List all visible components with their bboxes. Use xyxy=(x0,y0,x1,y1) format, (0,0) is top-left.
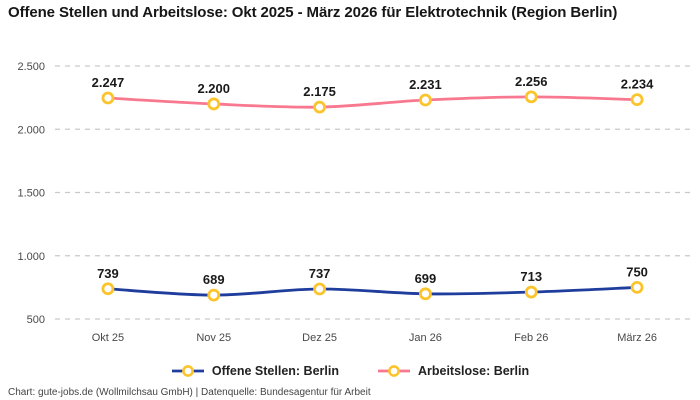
data-point-label: 2.234 xyxy=(621,77,654,92)
data-point-marker xyxy=(630,93,644,107)
legend-label-arbeitslose: Arbeitslose: Berlin xyxy=(417,364,530,378)
chart-title: Offene Stellen und Arbeitslose: Okt 2025… xyxy=(8,4,618,21)
x-axis-tick-label: Dez 25 xyxy=(302,332,337,344)
data-point-marker xyxy=(313,100,326,114)
data-point-label: 2.256 xyxy=(515,74,548,89)
line-chart-canvas: 2.500 2.000 1.500 1.000 500 Okt 25 Nov 25 Dez 2… xyxy=(17,61,690,344)
data-point-label: 2.231 xyxy=(409,77,442,92)
series-line-1 xyxy=(106,95,639,109)
legend-item-offene-stellen: Offene Stellen: Berlin xyxy=(171,364,339,378)
data-point-label: 713 xyxy=(520,269,542,284)
y-axis-tick-label: 1.500 xyxy=(17,188,45,200)
data-point-label: 689 xyxy=(203,272,225,287)
data-point-label: 737 xyxy=(309,266,331,281)
x-axis-tick-label: Okt 25 xyxy=(92,332,124,344)
x-axis-tick-label: Feb 26 xyxy=(514,332,548,344)
data-point-label: 2.200 xyxy=(197,81,230,96)
data-point-marker xyxy=(101,91,115,105)
x-axis-tick-label: März 26 xyxy=(617,332,657,344)
data-point-marker xyxy=(207,97,221,111)
data-point-label: 699 xyxy=(415,271,437,286)
data-point-label: 750 xyxy=(626,264,648,279)
chart-attribution: Chart: gute-jobs.de (Wollmilchsau GmbH) … xyxy=(8,387,371,398)
data-point-marker xyxy=(419,287,432,301)
data-point-label: 2.175 xyxy=(303,84,336,99)
data-point-marker xyxy=(101,282,115,296)
data-point-marker xyxy=(419,93,432,107)
legend-swatch-offene-stellen-icon xyxy=(171,365,204,377)
data-point-marker xyxy=(524,90,538,104)
data-point-marker xyxy=(524,285,538,299)
legend-label-offene-stellen: Offene Stellen: Berlin xyxy=(211,364,339,378)
x-axis-tick-label: Nov 25 xyxy=(196,332,231,344)
data-point-marker xyxy=(207,288,221,302)
y-axis-tick-label: 1.000 xyxy=(17,251,45,263)
data-point-label: 2.247 xyxy=(92,75,125,90)
x-axis-tick-label: Jan 26 xyxy=(409,332,442,344)
data-point-marker xyxy=(313,282,326,296)
chart-legend: Offene Stellen: Berlin Arbeitslose: Berl… xyxy=(0,360,700,382)
y-axis-tick-label: 500 xyxy=(27,314,45,326)
y-axis-tick-label: 2.500 xyxy=(17,61,45,73)
legend-swatch-arbeitslose-icon xyxy=(377,365,410,377)
y-axis-tick-label: 2.000 xyxy=(17,124,45,136)
series-line-0 xyxy=(106,285,639,297)
legend-item-arbeitslose: Arbeitslose: Berlin xyxy=(377,364,529,378)
data-point-marker xyxy=(630,280,644,294)
data-point-label: 739 xyxy=(97,266,119,281)
